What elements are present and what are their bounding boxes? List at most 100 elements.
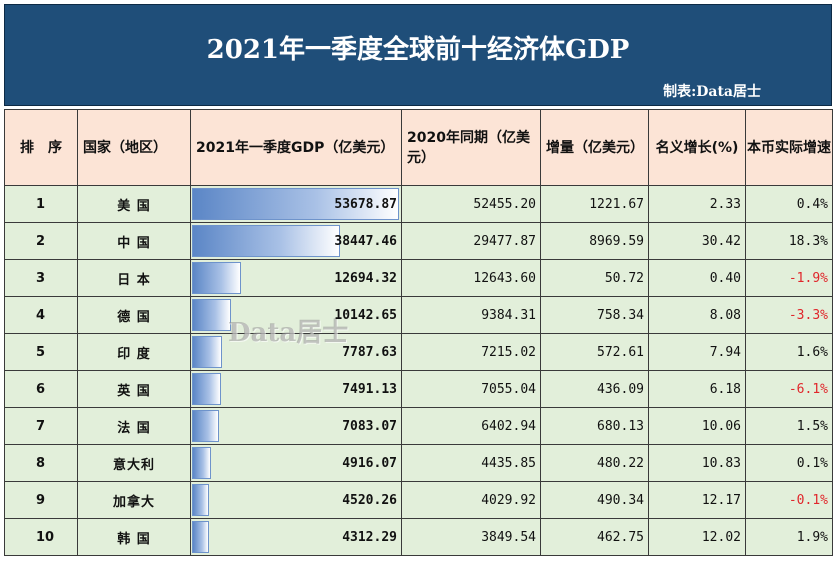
nominal-growth-cell: 0.40 [648, 259, 746, 297]
gdp-2020-cell: 29477.87 [401, 222, 541, 260]
gdp-2021-cell: 7491.13 [190, 370, 402, 408]
gdp-2021-value: 38447.46 [334, 233, 397, 249]
increase-cell: 480.22 [540, 444, 649, 482]
gdp-data-bar [192, 299, 231, 331]
gdp-data-bar [192, 373, 221, 405]
gdp-2020-cell: 6402.94 [401, 407, 541, 445]
gdp-2020-cell: 7055.04 [401, 370, 541, 408]
gdp-2020-cell: 4435.85 [401, 444, 541, 482]
nominal-growth-cell: 7.94 [648, 333, 746, 371]
header-gdp-2020: 2020年同期（亿美元） [401, 109, 541, 186]
country-cell: 美 国 [77, 185, 191, 223]
gdp-data-bar [192, 225, 340, 257]
gdp-data-bar [192, 484, 209, 516]
gdp-2021-cell: 38447.46 [190, 222, 402, 260]
rank-cell: 4 [4, 296, 78, 334]
gdp-2021-cell: 7787.63 [190, 333, 402, 371]
local-growth-cell: -0.1% [745, 481, 833, 519]
gdp-2021-cell: 4312.29 [190, 518, 402, 556]
table-row: 8 意大利 4916.07 4435.85 480.22 10.83 0.1% [4, 444, 833, 482]
increase-cell: 436.09 [540, 370, 649, 408]
gdp-2021-value: 7083.07 [342, 418, 397, 434]
country-cell: 德 国 [77, 296, 191, 334]
gdp-2021-cell: 4916.07 [190, 444, 402, 482]
credit-label: 制表:Data居士 [663, 84, 761, 100]
header-row: 排 序 国家（地区） 2021年一季度GDP（亿美元） 2020年同期（亿美元）… [4, 109, 833, 186]
gdp-table: 排 序 国家（地区） 2021年一季度GDP（亿美元） 2020年同期（亿美元）… [4, 109, 833, 556]
rank-cell: 6 [4, 370, 78, 408]
increase-cell: 680.13 [540, 407, 649, 445]
nominal-growth-cell: 30.42 [648, 222, 746, 260]
increase-cell: 758.34 [540, 296, 649, 334]
gdp-2021-value: 10142.65 [334, 307, 397, 323]
country-cell: 英 国 [77, 370, 191, 408]
increase-cell: 572.61 [540, 333, 649, 371]
country-cell: 印 度 [77, 333, 191, 371]
gdp-data-bar [192, 336, 222, 368]
gdp-2021-value: 53678.87 [334, 196, 397, 212]
page-title: 2021年一季度全球前十经济体GDP [206, 35, 630, 65]
gdp-data-bar [192, 188, 399, 220]
country-cell: 意大利 [77, 444, 191, 482]
header-increase: 增量（亿美元） [540, 109, 649, 186]
rank-cell: 7 [4, 407, 78, 445]
nominal-growth-cell: 8.08 [648, 296, 746, 334]
country-cell: 法 国 [77, 407, 191, 445]
country-cell: 中 国 [77, 222, 191, 260]
rank-cell: 9 [4, 481, 78, 519]
local-growth-cell: 0.4% [745, 185, 833, 223]
header-country: 国家（地区） [77, 109, 191, 186]
table-row: 9 加拿大 4520.26 4029.92 490.34 12.17 -0.1% [4, 481, 833, 519]
increase-cell: 50.72 [540, 259, 649, 297]
local-growth-cell: 1.6% [745, 333, 833, 371]
gdp-2021-value: 7787.63 [342, 344, 397, 360]
local-growth-cell: 1.5% [745, 407, 833, 445]
table-row: 10 韩 国 4312.29 3849.54 462.75 12.02 1.9% [4, 518, 833, 556]
header-gdp-2021: 2021年一季度GDP（亿美元） [190, 109, 402, 186]
country-cell: 加拿大 [77, 481, 191, 519]
increase-cell: 490.34 [540, 481, 649, 519]
local-growth-cell: -3.3% [745, 296, 833, 334]
gdp-data-bar [192, 447, 211, 479]
nominal-growth-cell: 12.17 [648, 481, 746, 519]
gdp-2021-cell: 10142.65 [190, 296, 402, 334]
gdp-2021-value: 4916.07 [342, 455, 397, 471]
local-growth-cell: 1.9% [745, 518, 833, 556]
rank-cell: 1 [4, 185, 78, 223]
gdp-2021-value: 7491.13 [342, 381, 397, 397]
header-rank: 排 序 [4, 109, 78, 186]
rank-cell: 10 [4, 518, 78, 556]
gdp-2020-cell: 12643.60 [401, 259, 541, 297]
gdp-2020-cell: 52455.20 [401, 185, 541, 223]
rank-cell: 5 [4, 333, 78, 371]
gdp-2020-cell: 9384.31 [401, 296, 541, 334]
increase-cell: 1221.67 [540, 185, 649, 223]
nominal-growth-cell: 10.06 [648, 407, 746, 445]
gdp-data-bar [192, 410, 219, 442]
gdp-2021-cell: 53678.87 [190, 185, 402, 223]
nominal-growth-cell: 2.33 [648, 185, 746, 223]
header-nominal-growth: 名义增长(%) [648, 109, 746, 186]
rank-cell: 3 [4, 259, 78, 297]
gdp-2021-value: 4312.29 [342, 529, 397, 545]
title-banner: 2021年一季度全球前十经济体GDP 制表:Data居士 [4, 4, 832, 106]
nominal-growth-cell: 6.18 [648, 370, 746, 408]
country-cell: 日 本 [77, 259, 191, 297]
local-growth-cell: -1.9% [745, 259, 833, 297]
gdp-2021-value: 4520.26 [342, 492, 397, 508]
rank-cell: 8 [4, 444, 78, 482]
gdp-data-bar [192, 521, 209, 553]
gdp-data-bar [192, 262, 241, 294]
increase-cell: 462.75 [540, 518, 649, 556]
gdp-2020-cell: 4029.92 [401, 481, 541, 519]
nominal-growth-cell: 10.83 [648, 444, 746, 482]
increase-cell: 8969.59 [540, 222, 649, 260]
nominal-growth-cell: 12.02 [648, 518, 746, 556]
